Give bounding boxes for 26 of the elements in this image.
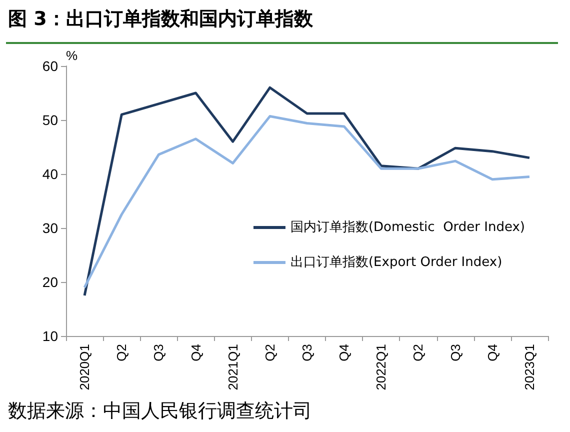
x-tick-label: 2023Q1	[522, 344, 537, 390]
x-tick-label: 2022Q1	[374, 344, 389, 390]
y-tick-label: 30	[42, 220, 58, 236]
x-tick-label: Q3	[448, 344, 463, 362]
y-axis-title: %	[66, 48, 78, 63]
x-tick-label: Q2	[410, 344, 426, 362]
line-series	[83, 114, 531, 289]
chart-title: 图 3：出口订单指数和国内订单指数	[8, 7, 313, 32]
x-tick-label: Q2	[262, 344, 278, 362]
legend-label: 国内订单指数(Domestic Order Index)	[290, 220, 526, 235]
legend-label: 出口订单指数(Export Order Index)	[290, 255, 502, 270]
source-note: 数据来源：中国人民银行调查统计司	[8, 399, 312, 424]
x-tick-label: Q3	[151, 344, 166, 362]
y-tick-label: 10	[42, 328, 58, 344]
y-tick-label: 50	[42, 112, 58, 128]
x-tick-label: 2021Q1	[225, 344, 240, 390]
y-tick-label: 60	[42, 58, 58, 74]
y-tick-label: 20	[42, 274, 58, 290]
x-tick-label: Q4	[484, 344, 500, 362]
x-tick-label: Q4	[188, 344, 204, 362]
y-tick-label: 40	[42, 166, 58, 182]
x-tick-label: Q3	[300, 344, 314, 362]
line-series	[83, 86, 531, 297]
x-tick-label: Q4	[336, 344, 352, 362]
x-tick-label: Q2	[114, 344, 130, 362]
x-tick-label: 2020Q1	[77, 344, 92, 390]
